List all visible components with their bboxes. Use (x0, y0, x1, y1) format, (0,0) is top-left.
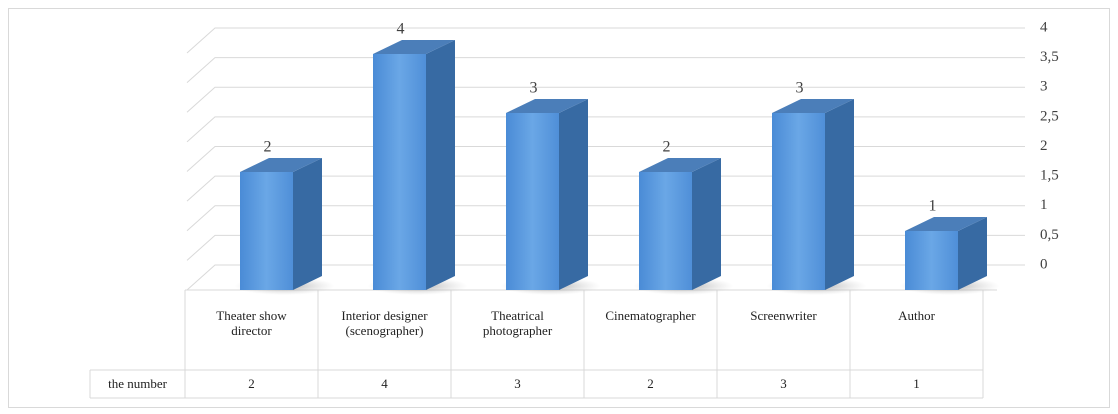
y-tick-label: 0 (1040, 256, 1048, 272)
y-tick-label: 1 (1040, 197, 1048, 213)
y-tick-label: 0,5 (1040, 227, 1059, 243)
bar-top (373, 40, 455, 54)
x-category-label: Theatrical photographer (482, 308, 553, 338)
data-label: 3 (796, 80, 804, 97)
data-label: 2 (663, 139, 671, 156)
y-tick-label: 3 (1040, 79, 1048, 95)
x-category-label: Author (898, 308, 935, 323)
table-value: 3 (780, 376, 787, 391)
grid-line (186, 57, 1025, 83)
bar-side (293, 158, 322, 290)
bar (633, 158, 734, 295)
grid-line (186, 86, 1025, 113)
bar-top (240, 158, 322, 172)
data-label: 3 (530, 80, 538, 97)
table-value: 3 (514, 376, 521, 391)
bar-side (692, 158, 721, 290)
bar-front (639, 172, 692, 290)
bar-front (373, 54, 426, 290)
bar (367, 40, 468, 295)
bar-side (825, 99, 854, 290)
grid-line (186, 146, 1025, 172)
x-category-label: Theater show director (216, 308, 287, 338)
data-label: 1 (929, 198, 937, 215)
grid-line (186, 205, 1025, 232)
bar-top (506, 99, 588, 113)
grid-line (186, 116, 1025, 143)
y-tick-label: 2 (1040, 138, 1048, 154)
bar (500, 99, 601, 295)
bar-side (559, 99, 588, 290)
y-tick-label: 2,5 (1040, 108, 1059, 124)
bar (899, 217, 1000, 295)
x-category-label: Cinematographer (605, 308, 696, 323)
table-value: 1 (913, 376, 920, 391)
bar-top (772, 99, 854, 113)
bar-front (772, 113, 825, 290)
bar (234, 158, 335, 295)
bar-front (905, 231, 958, 290)
bar-side (426, 40, 455, 290)
table-value: 4 (381, 376, 388, 391)
bar-front (240, 172, 293, 290)
table-value: 2 (647, 376, 654, 391)
grid-line (186, 175, 1025, 202)
bar-top (905, 217, 987, 231)
grid-line (186, 234, 1025, 261)
bar (766, 99, 867, 295)
bar-front (506, 113, 559, 290)
table-row-label: the number (108, 376, 167, 391)
data-label: 2 (264, 139, 272, 156)
data-label: 4 (397, 21, 405, 38)
y-tick-label: 3,5 (1040, 49, 1059, 65)
table-value: 2 (248, 376, 255, 391)
x-category-label: Interior designer (scenographer) (341, 308, 428, 338)
y-tick-label: 1,5 (1040, 168, 1059, 184)
bar-top (639, 158, 721, 172)
grid-line (186, 264, 1025, 291)
y-tick-label: 4 (1040, 19, 1048, 35)
grid-line (186, 27, 1025, 54)
x-category-label: Screenwriter (750, 308, 817, 323)
bar-side (958, 217, 987, 290)
